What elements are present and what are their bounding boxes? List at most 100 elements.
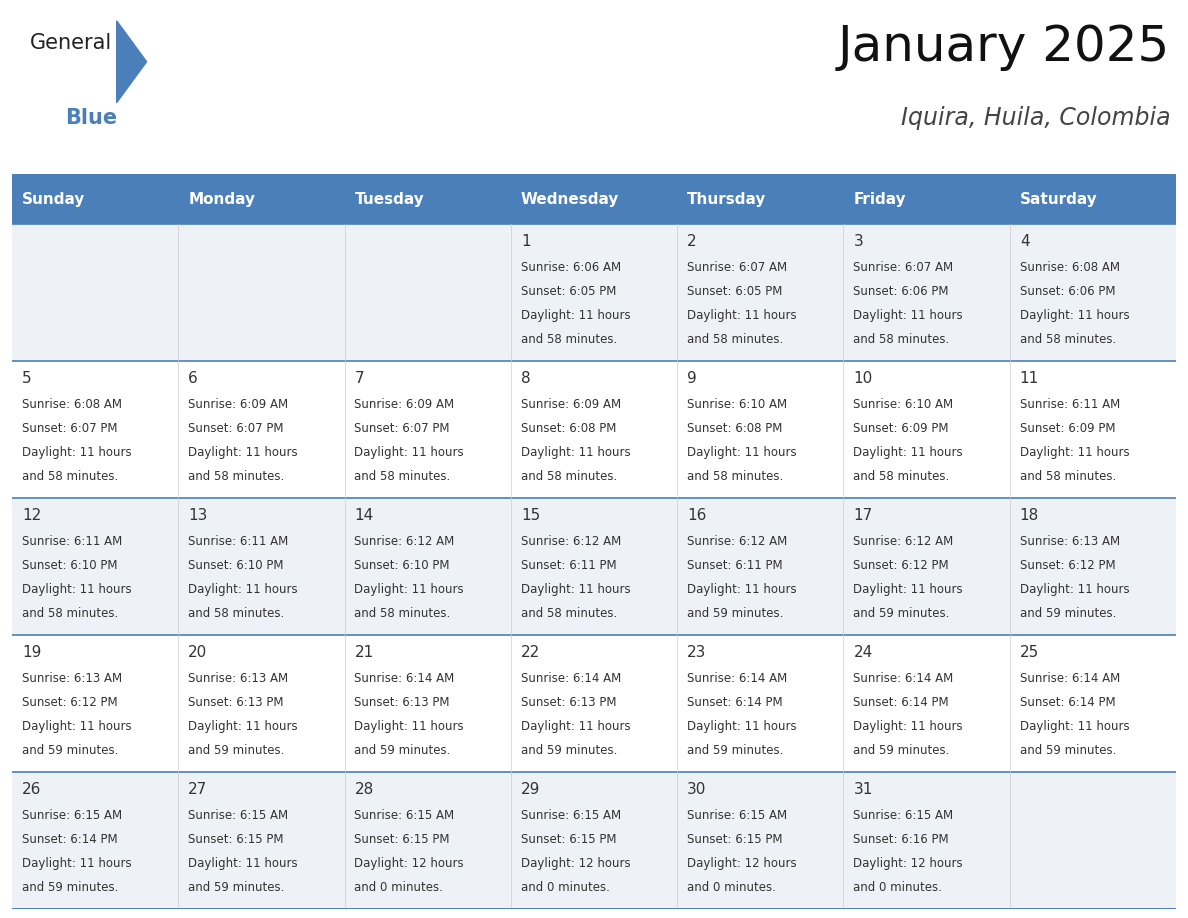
Text: Daylight: 11 hours: Daylight: 11 hours	[188, 857, 298, 870]
Text: Sunset: 6:12 PM: Sunset: 6:12 PM	[21, 696, 118, 709]
Text: 30: 30	[687, 781, 707, 797]
Bar	[843, 362, 1010, 498]
Text: and 58 minutes.: and 58 minutes.	[188, 470, 284, 483]
Text: 26: 26	[21, 781, 42, 797]
Text: Sunrise: 6:15 AM: Sunrise: 6:15 AM	[687, 809, 788, 822]
Text: and 58 minutes.: and 58 minutes.	[1019, 470, 1116, 483]
Text: Sunrise: 6:12 AM: Sunrise: 6:12 AM	[520, 535, 621, 548]
Text: Sunset: 6:07 PM: Sunset: 6:07 PM	[188, 422, 284, 435]
Bar	[12, 635, 178, 772]
Text: 29: 29	[520, 781, 541, 797]
Text: Sunrise: 6:12 AM: Sunrise: 6:12 AM	[687, 535, 788, 548]
Text: Sunset: 6:12 PM: Sunset: 6:12 PM	[853, 559, 949, 572]
Bar	[843, 224, 1010, 362]
Text: 4: 4	[1019, 234, 1030, 249]
Text: Sunrise: 6:14 AM: Sunrise: 6:14 AM	[520, 672, 621, 685]
Text: Sunset: 6:14 PM: Sunset: 6:14 PM	[21, 833, 118, 846]
Text: Daylight: 11 hours: Daylight: 11 hours	[853, 309, 963, 322]
Text: Daylight: 12 hours: Daylight: 12 hours	[354, 857, 465, 870]
Text: Daylight: 11 hours: Daylight: 11 hours	[354, 720, 465, 733]
Text: Sunset: 6:14 PM: Sunset: 6:14 PM	[853, 696, 949, 709]
Text: Daylight: 11 hours: Daylight: 11 hours	[1019, 583, 1130, 596]
Bar	[843, 174, 1010, 224]
Text: Daylight: 11 hours: Daylight: 11 hours	[687, 309, 797, 322]
Text: Sunrise: 6:14 AM: Sunrise: 6:14 AM	[853, 672, 954, 685]
Text: and 59 minutes.: and 59 minutes.	[853, 744, 950, 757]
Text: Sunset: 6:15 PM: Sunset: 6:15 PM	[520, 833, 617, 846]
Bar	[1010, 498, 1176, 635]
Text: Sunset: 6:09 PM: Sunset: 6:09 PM	[1019, 422, 1116, 435]
Text: Sunset: 6:14 PM: Sunset: 6:14 PM	[687, 696, 783, 709]
Bar	[345, 224, 511, 362]
Text: 9: 9	[687, 371, 697, 386]
Text: Wednesday: Wednesday	[520, 192, 619, 207]
Text: Sunset: 6:05 PM: Sunset: 6:05 PM	[520, 285, 617, 298]
Bar	[511, 362, 677, 498]
Text: 19: 19	[21, 644, 42, 660]
Bar	[12, 498, 178, 635]
Text: Daylight: 11 hours: Daylight: 11 hours	[687, 446, 797, 459]
Text: Sunrise: 6:15 AM: Sunrise: 6:15 AM	[188, 809, 289, 822]
Bar	[345, 635, 511, 772]
Bar	[677, 224, 843, 362]
Text: Sunrise: 6:10 AM: Sunrise: 6:10 AM	[687, 398, 788, 411]
Text: Saturday: Saturday	[1019, 192, 1098, 207]
Text: and 58 minutes.: and 58 minutes.	[354, 470, 450, 483]
Bar	[1010, 224, 1176, 362]
Text: Daylight: 12 hours: Daylight: 12 hours	[520, 857, 631, 870]
Text: General: General	[30, 33, 112, 53]
Text: Sunset: 6:13 PM: Sunset: 6:13 PM	[520, 696, 617, 709]
Text: 21: 21	[354, 644, 374, 660]
Bar	[178, 174, 345, 224]
Text: and 59 minutes.: and 59 minutes.	[687, 607, 784, 621]
Text: 18: 18	[1019, 508, 1040, 522]
Text: Sunrise: 6:14 AM: Sunrise: 6:14 AM	[354, 672, 455, 685]
Text: Daylight: 11 hours: Daylight: 11 hours	[188, 446, 298, 459]
Text: 8: 8	[520, 371, 531, 386]
Text: Monday: Monday	[188, 192, 255, 207]
Text: 7: 7	[354, 371, 365, 386]
Text: 12: 12	[21, 508, 42, 522]
Bar	[12, 174, 178, 224]
Polygon shape	[116, 21, 146, 103]
Text: 23: 23	[687, 644, 707, 660]
Text: and 59 minutes.: and 59 minutes.	[188, 744, 285, 757]
Text: 3: 3	[853, 234, 864, 249]
Bar	[178, 498, 345, 635]
Bar	[677, 174, 843, 224]
Text: Daylight: 11 hours: Daylight: 11 hours	[188, 583, 298, 596]
Text: 5: 5	[21, 371, 32, 386]
Text: Sunset: 6:15 PM: Sunset: 6:15 PM	[354, 833, 450, 846]
Bar	[178, 635, 345, 772]
Text: Daylight: 11 hours: Daylight: 11 hours	[520, 583, 631, 596]
Bar	[511, 174, 677, 224]
Text: and 59 minutes.: and 59 minutes.	[1019, 744, 1117, 757]
Text: Sunrise: 6:15 AM: Sunrise: 6:15 AM	[354, 809, 455, 822]
Text: Daylight: 11 hours: Daylight: 11 hours	[1019, 446, 1130, 459]
Text: Sunset: 6:06 PM: Sunset: 6:06 PM	[853, 285, 949, 298]
Text: Sunrise: 6:14 AM: Sunrise: 6:14 AM	[687, 672, 788, 685]
Text: Daylight: 11 hours: Daylight: 11 hours	[354, 583, 465, 596]
Text: Sunset: 6:13 PM: Sunset: 6:13 PM	[354, 696, 450, 709]
Bar	[677, 362, 843, 498]
Text: Sunrise: 6:08 AM: Sunrise: 6:08 AM	[21, 398, 122, 411]
Text: Sunday: Sunday	[21, 192, 86, 207]
Bar	[178, 362, 345, 498]
Bar	[12, 224, 178, 362]
Text: Sunset: 6:15 PM: Sunset: 6:15 PM	[188, 833, 284, 846]
Text: 6: 6	[188, 371, 198, 386]
Text: Blue: Blue	[65, 107, 118, 128]
Text: Sunset: 6:16 PM: Sunset: 6:16 PM	[853, 833, 949, 846]
Bar	[345, 362, 511, 498]
Bar	[1010, 362, 1176, 498]
Bar	[677, 635, 843, 772]
Text: and 58 minutes.: and 58 minutes.	[853, 333, 949, 346]
Text: Sunrise: 6:11 AM: Sunrise: 6:11 AM	[21, 535, 122, 548]
Text: Sunrise: 6:09 AM: Sunrise: 6:09 AM	[354, 398, 455, 411]
Bar	[12, 362, 178, 498]
Text: Sunset: 6:12 PM: Sunset: 6:12 PM	[1019, 559, 1116, 572]
Text: Sunset: 6:10 PM: Sunset: 6:10 PM	[188, 559, 284, 572]
Text: Sunrise: 6:13 AM: Sunrise: 6:13 AM	[1019, 535, 1120, 548]
Text: 10: 10	[853, 371, 873, 386]
Bar	[677, 498, 843, 635]
